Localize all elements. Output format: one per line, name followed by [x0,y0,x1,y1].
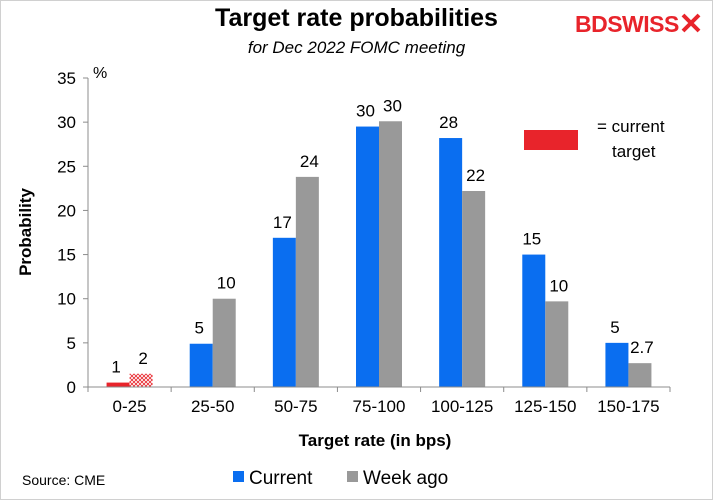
y-tick-label: 35 [57,69,76,88]
data-label-current: 15 [522,230,541,249]
brand-logo: BDSWISS [575,10,705,38]
bar-week-ago [545,301,569,387]
bar-week-ago [212,298,236,387]
data-label-week-ago: 10 [217,274,236,293]
logo-cross-icon [681,13,701,33]
y-tick-label: 5 [67,334,76,353]
bar-week-ago [462,191,486,387]
chart-title: Target rate probabilities [215,4,498,32]
data-label-week-ago: 2.7 [630,338,654,357]
y-tick-label: 10 [57,290,76,309]
x-tick-label: 150-175 [597,397,659,416]
current-target-annotation-line2: target [612,142,656,161]
x-tick-label: 75-100 [353,397,406,416]
data-label-current: 5 [610,318,619,337]
data-label-week-ago: 10 [549,276,568,295]
x-tick-label: 125-150 [514,397,576,416]
current-target-annotation-line1: = current [597,117,665,136]
y-tick-label: 25 [57,157,76,176]
data-label-week-ago: 30 [383,96,402,115]
y-tick-label: 30 [57,113,76,132]
data-label-current: 1 [111,358,120,377]
bar-current [605,342,629,387]
logo-text: BDSWISS [575,11,679,37]
legend: Current Week ago [233,468,448,489]
data-label-week-ago: 2 [138,349,147,368]
bar-current [522,254,546,387]
y-tick-label: 20 [57,201,76,220]
chart-subtitle: for Dec 2022 FOMC meeting [247,38,466,57]
source-note: Source: CME [22,472,106,488]
legend-swatch-current [233,471,244,482]
data-label-current: 17 [273,213,292,232]
y-unit-label: % [93,65,107,82]
bar-current [272,237,296,387]
legend-swatch-week-ago [347,471,358,482]
x-tick-label: 25-50 [191,397,234,416]
y-tick-label: 0 [67,378,76,397]
x-tick-label: 0-25 [113,397,147,416]
x-tick-label: 100-125 [431,397,493,416]
y-tick-label: 15 [57,246,76,265]
legend-label-week-ago: Week ago [363,468,448,489]
legend-label-current: Current [249,468,313,489]
data-label-week-ago: 22 [466,166,485,185]
x-axis-title: Target rate (in bps) [299,431,452,450]
bar-week-ago [129,373,153,387]
bar-week-ago [295,176,319,387]
current-target-swatch [524,130,578,150]
bar-current [189,343,213,387]
bar-week-ago [628,363,652,387]
data-label-current: 28 [439,113,458,132]
data-label-week-ago: 24 [300,152,319,171]
x-tick-label: 50-75 [274,397,317,416]
bar-week-ago [379,121,402,387]
data-label-current: 30 [356,102,375,121]
bar-current [106,382,130,387]
bar-current [356,126,379,388]
bar-current [439,138,463,387]
data-label-current: 5 [194,319,203,338]
y-axis-title: Probability [16,188,35,276]
